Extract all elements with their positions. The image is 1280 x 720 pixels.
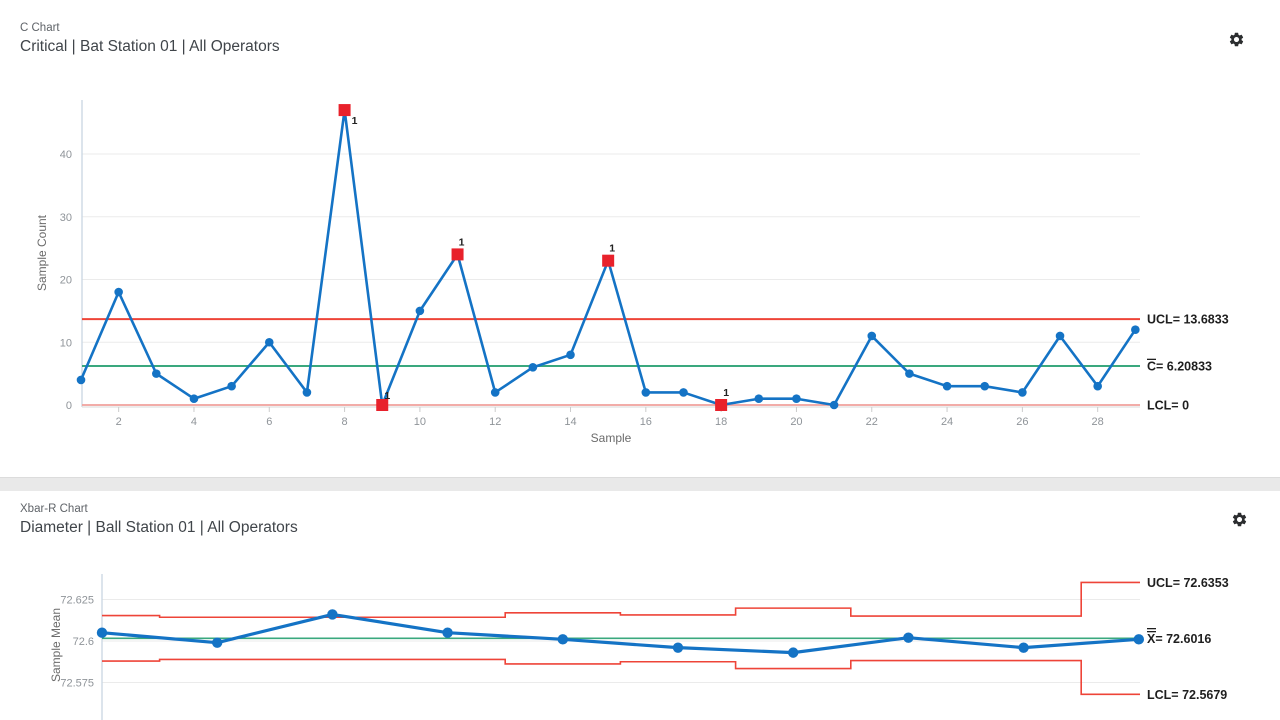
- y-tick-label: 20: [60, 275, 72, 287]
- data-point[interactable]: [905, 369, 914, 378]
- data-point[interactable]: [152, 369, 161, 378]
- data-point[interactable]: [1055, 331, 1065, 341]
- ucl-label: UCL= 72.6353: [1147, 576, 1229, 590]
- data-point[interactable]: [942, 381, 952, 391]
- data-point[interactable]: [415, 306, 425, 316]
- center-label-text: X= 72.6016: [1147, 632, 1211, 646]
- data-point[interactable]: [212, 637, 223, 648]
- x-tick-label: 12: [489, 416, 501, 428]
- x-tick-label: 22: [866, 416, 878, 428]
- data-point[interactable]: [679, 388, 688, 397]
- y-axis-title: Sample Mean: [49, 608, 63, 682]
- x-tick-label: 20: [790, 416, 802, 428]
- y-tick-label: 30: [60, 212, 72, 224]
- x-tick-label: 6: [266, 416, 272, 428]
- ucl-step-line: [102, 581, 1140, 619]
- ooc-flag-label: 1: [459, 236, 465, 248]
- data-point[interactable]: [1018, 388, 1027, 397]
- center-label: X= 72.6016: [1147, 627, 1211, 646]
- y-tick-label: 72.625: [60, 595, 94, 607]
- ooc-point[interactable]: [602, 254, 615, 267]
- data-point[interactable]: [792, 394, 801, 404]
- data-point[interactable]: [980, 381, 990, 391]
- data-point[interactable]: [1133, 634, 1145, 645]
- y-tick-label: 10: [60, 337, 72, 349]
- data-point[interactable]: [96, 627, 108, 638]
- x-tick-label: 26: [1016, 416, 1028, 428]
- ooc-flag-label: 1: [352, 115, 358, 127]
- data-point[interactable]: [76, 375, 86, 385]
- xbar-chart-header: Xbar-R Chart Diameter | Ball Station 01 …: [20, 503, 298, 537]
- x-tick-label: 4: [191, 416, 197, 428]
- x-tick-label: 28: [1092, 416, 1104, 428]
- chart-title: Diameter | Ball Station 01 | All Operato…: [20, 519, 298, 536]
- data-point[interactable]: [528, 363, 538, 372]
- lcl-label-text: LCL= 72.5679: [1147, 688, 1227, 702]
- center-label-text: C= 6.20833: [1147, 360, 1212, 374]
- data-point[interactable]: [264, 337, 274, 347]
- ucl-label-text: UCL= 72.6353: [1147, 576, 1229, 590]
- y-tick-label: 0: [66, 400, 72, 412]
- ucl-label-text: UCL= 13.6833: [1147, 313, 1229, 327]
- lcl-label-text: LCL= 0: [1147, 399, 1189, 413]
- y-tick-label: 72.6: [73, 636, 94, 648]
- y-tick-label: 72.575: [60, 678, 94, 690]
- data-point[interactable]: [557, 634, 568, 645]
- data-point[interactable]: [227, 381, 236, 391]
- gear-icon: [1229, 32, 1244, 47]
- data-point[interactable]: [672, 642, 684, 653]
- data-point[interactable]: [754, 394, 764, 404]
- x-tick-label: 18: [715, 416, 727, 428]
- data-point[interactable]: [867, 331, 877, 341]
- data-point[interactable]: [788, 647, 799, 658]
- ooc-point[interactable]: [715, 399, 728, 411]
- lcl-label: LCL= 0: [1147, 399, 1189, 413]
- ooc-flag-label: 1: [609, 243, 615, 255]
- ooc-point[interactable]: [338, 104, 351, 117]
- x-tick-label: 16: [640, 416, 652, 428]
- ooc-point[interactable]: [451, 248, 464, 261]
- chart-type-label: C Chart: [20, 22, 60, 34]
- data-point[interactable]: [1018, 642, 1029, 653]
- data-point[interactable]: [114, 287, 123, 297]
- x-tick-label: 10: [414, 416, 426, 428]
- data-point[interactable]: [903, 632, 914, 643]
- y-axis-title: Sample Count: [35, 214, 49, 291]
- data-point[interactable]: [189, 394, 199, 404]
- x-tick-label: 8: [342, 416, 348, 428]
- ucl-label: UCL= 13.6833: [1147, 313, 1229, 327]
- data-point[interactable]: [442, 627, 453, 638]
- data-point[interactable]: [829, 400, 839, 410]
- data-point[interactable]: [566, 350, 575, 360]
- ooc-point[interactable]: [376, 399, 389, 411]
- x-tick-label: 2: [116, 416, 122, 428]
- c-chart-header: C Chart Critical | Bat Station 01 | All …: [20, 22, 280, 56]
- data-series-line: [100, 612, 1141, 655]
- data-point[interactable]: [302, 388, 312, 397]
- data-point[interactable]: [1131, 325, 1140, 335]
- x-tick-label: 14: [564, 416, 576, 428]
- chart-title: Critical | Bat Station 01 | All Operator…: [20, 38, 280, 55]
- x-axis-title: Sample: [591, 431, 632, 445]
- data-point[interactable]: [327, 609, 338, 620]
- lcl-step-line: [102, 658, 1140, 696]
- lcl-label: LCL= 72.5679: [1147, 688, 1227, 702]
- settings-button[interactable]: [1228, 31, 1245, 48]
- y-tick-label: 40: [60, 149, 72, 161]
- center-label: C= 6.20833: [1147, 358, 1212, 374]
- chart-type-label: Xbar-R Chart: [20, 503, 88, 515]
- data-point[interactable]: [641, 388, 651, 397]
- settings-button[interactable]: [1231, 511, 1248, 528]
- x-tick-label: 24: [941, 416, 953, 428]
- card-divider: [0, 477, 1280, 491]
- gear-icon: [1232, 512, 1247, 527]
- data-point[interactable]: [490, 388, 500, 397]
- ooc-flag-label: 1: [723, 387, 729, 399]
- data-point[interactable]: [1093, 381, 1102, 391]
